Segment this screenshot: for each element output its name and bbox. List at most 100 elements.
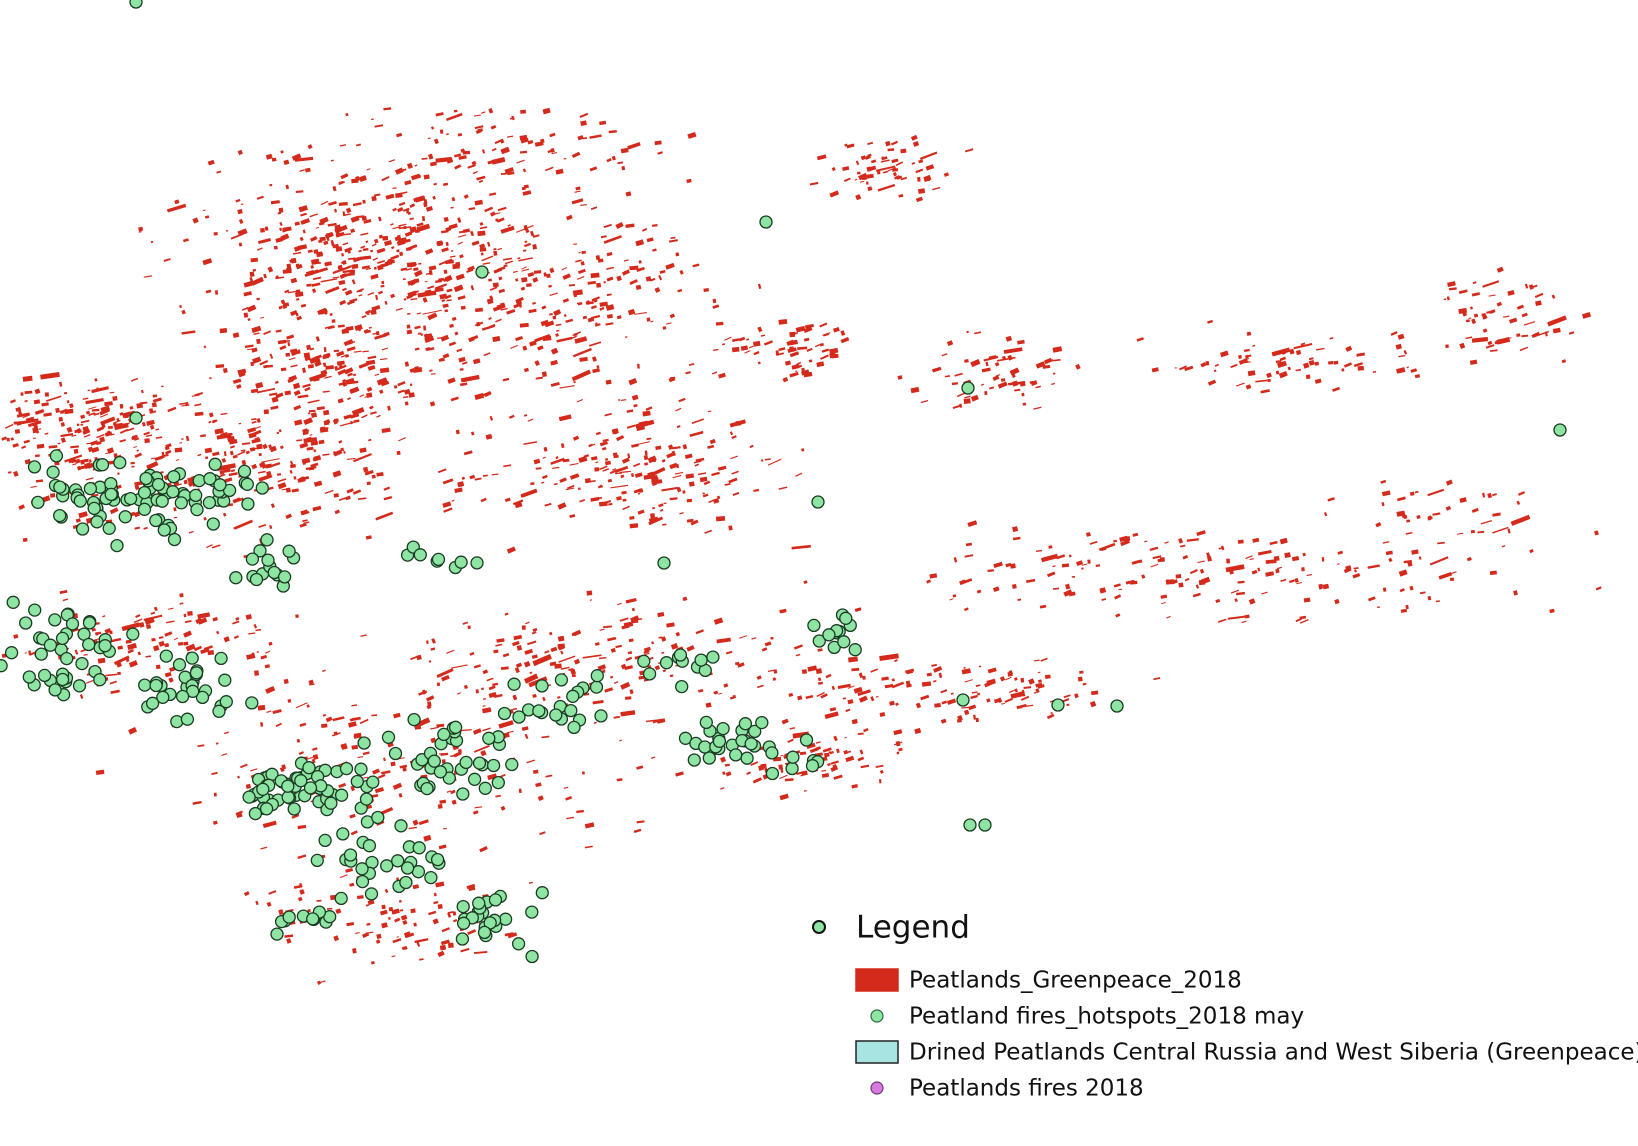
peatland-patch — [887, 148, 895, 152]
peatland-patch — [440, 334, 450, 342]
peatland-patch — [954, 372, 963, 377]
peatland-patch — [709, 438, 716, 445]
peatland-patch — [23, 439, 30, 444]
peatland-patch — [603, 280, 606, 284]
peatland-patch — [621, 165, 626, 171]
peatland-patch — [729, 419, 746, 428]
peatland-patch — [1101, 598, 1107, 601]
peatland-patch — [277, 339, 287, 345]
peatland-patch — [542, 696, 546, 702]
peatland-patch — [314, 360, 322, 367]
peatland-patch — [83, 433, 91, 438]
peatland-patch — [451, 196, 456, 202]
fire-hotspot — [260, 533, 274, 547]
fire-hotspot — [19, 616, 33, 630]
peatland-patch — [325, 286, 340, 295]
peatland-patch — [340, 173, 349, 180]
peatland-patch — [498, 288, 506, 294]
peatland-patch — [1055, 554, 1066, 560]
peatland-patch — [12, 443, 19, 448]
peatland-patch — [366, 922, 371, 926]
peatland-patch — [266, 471, 272, 476]
peatland-patch — [40, 372, 60, 380]
peatland-patch — [360, 232, 369, 236]
peatland-patch — [32, 437, 37, 440]
peatland-patch — [1521, 334, 1529, 338]
peatland-patch — [299, 476, 305, 480]
fire-hotspot — [190, 502, 204, 517]
peatland-patch — [184, 401, 189, 407]
peatland-patch — [252, 356, 262, 364]
peatland-patch — [652, 248, 657, 252]
peatland-patch — [569, 473, 580, 480]
peatland-patch — [1419, 591, 1426, 595]
peatland-patch — [1062, 698, 1070, 703]
fire-hotspot — [55, 631, 70, 646]
peatland-patch — [437, 950, 445, 958]
fire-hotspot — [442, 771, 456, 785]
peatland-patch — [18, 504, 25, 510]
fire-hotspot — [118, 510, 132, 524]
peatland-patch — [374, 193, 381, 197]
peatland-patch — [1503, 315, 1510, 318]
peatland-patch — [555, 323, 562, 327]
peatland-patch — [423, 199, 428, 204]
peatland-patch — [382, 235, 389, 241]
peatland-patch — [428, 660, 432, 663]
peatland-patch — [355, 175, 361, 182]
peatland-patch — [343, 327, 349, 331]
peatland-patch — [489, 286, 498, 291]
peatland-patch — [1164, 541, 1169, 544]
peatland-patch — [1399, 588, 1405, 593]
peatland-patch — [895, 161, 904, 167]
peatland-patch — [155, 428, 160, 431]
peatland-patch — [926, 579, 932, 584]
peatland-patch — [504, 497, 511, 503]
peatland-patch — [451, 799, 457, 805]
peatland-patch — [512, 640, 520, 647]
peatland-patch — [378, 234, 384, 239]
peatland-patch — [484, 206, 494, 213]
peatland-patch — [1582, 312, 1592, 319]
peatland-patch — [279, 766, 285, 773]
peatland-patch — [379, 389, 384, 394]
peatland-patch — [358, 249, 362, 253]
peatland-patch — [338, 180, 344, 184]
peatland-patch — [1284, 552, 1291, 558]
peatland-patch — [409, 217, 415, 221]
fire-hotspot — [159, 649, 173, 663]
peatland-patch — [457, 481, 465, 488]
peatland-patch — [366, 359, 376, 366]
peatland-patch — [606, 276, 614, 282]
peatland-patch — [489, 211, 496, 217]
peatland-patch — [695, 629, 704, 635]
peatland-patch — [125, 640, 132, 644]
peatland-patch — [437, 336, 445, 339]
peatland-patch — [407, 312, 411, 315]
peatland-patch — [512, 694, 518, 701]
peatland-patch — [310, 235, 318, 242]
peatland-patch — [313, 480, 323, 487]
peatland-patch — [596, 282, 602, 288]
peatland-patch — [526, 283, 532, 287]
peatland-patch — [238, 242, 243, 247]
fire-hotspot — [366, 775, 380, 789]
peatland-patch — [470, 230, 475, 237]
peatland-patch — [1076, 560, 1084, 567]
peatland-patch — [275, 329, 282, 333]
peatland-patch — [573, 381, 576, 384]
peatland-patch — [453, 918, 458, 923]
peatland-patch — [432, 195, 436, 200]
peatland-patch — [605, 304, 615, 311]
peatland-patch — [1267, 378, 1271, 383]
peatland-patch — [595, 461, 599, 464]
peatland-patch — [725, 771, 732, 777]
peatland-patch — [1334, 598, 1340, 605]
fire-hotspot — [388, 746, 403, 761]
peatland-patch — [110, 433, 115, 436]
peatland-patch — [312, 505, 322, 512]
peatland-patch — [305, 269, 315, 275]
peatland-patch — [347, 250, 351, 254]
peatland-patch — [219, 328, 228, 334]
peatland-patch — [324, 231, 334, 239]
